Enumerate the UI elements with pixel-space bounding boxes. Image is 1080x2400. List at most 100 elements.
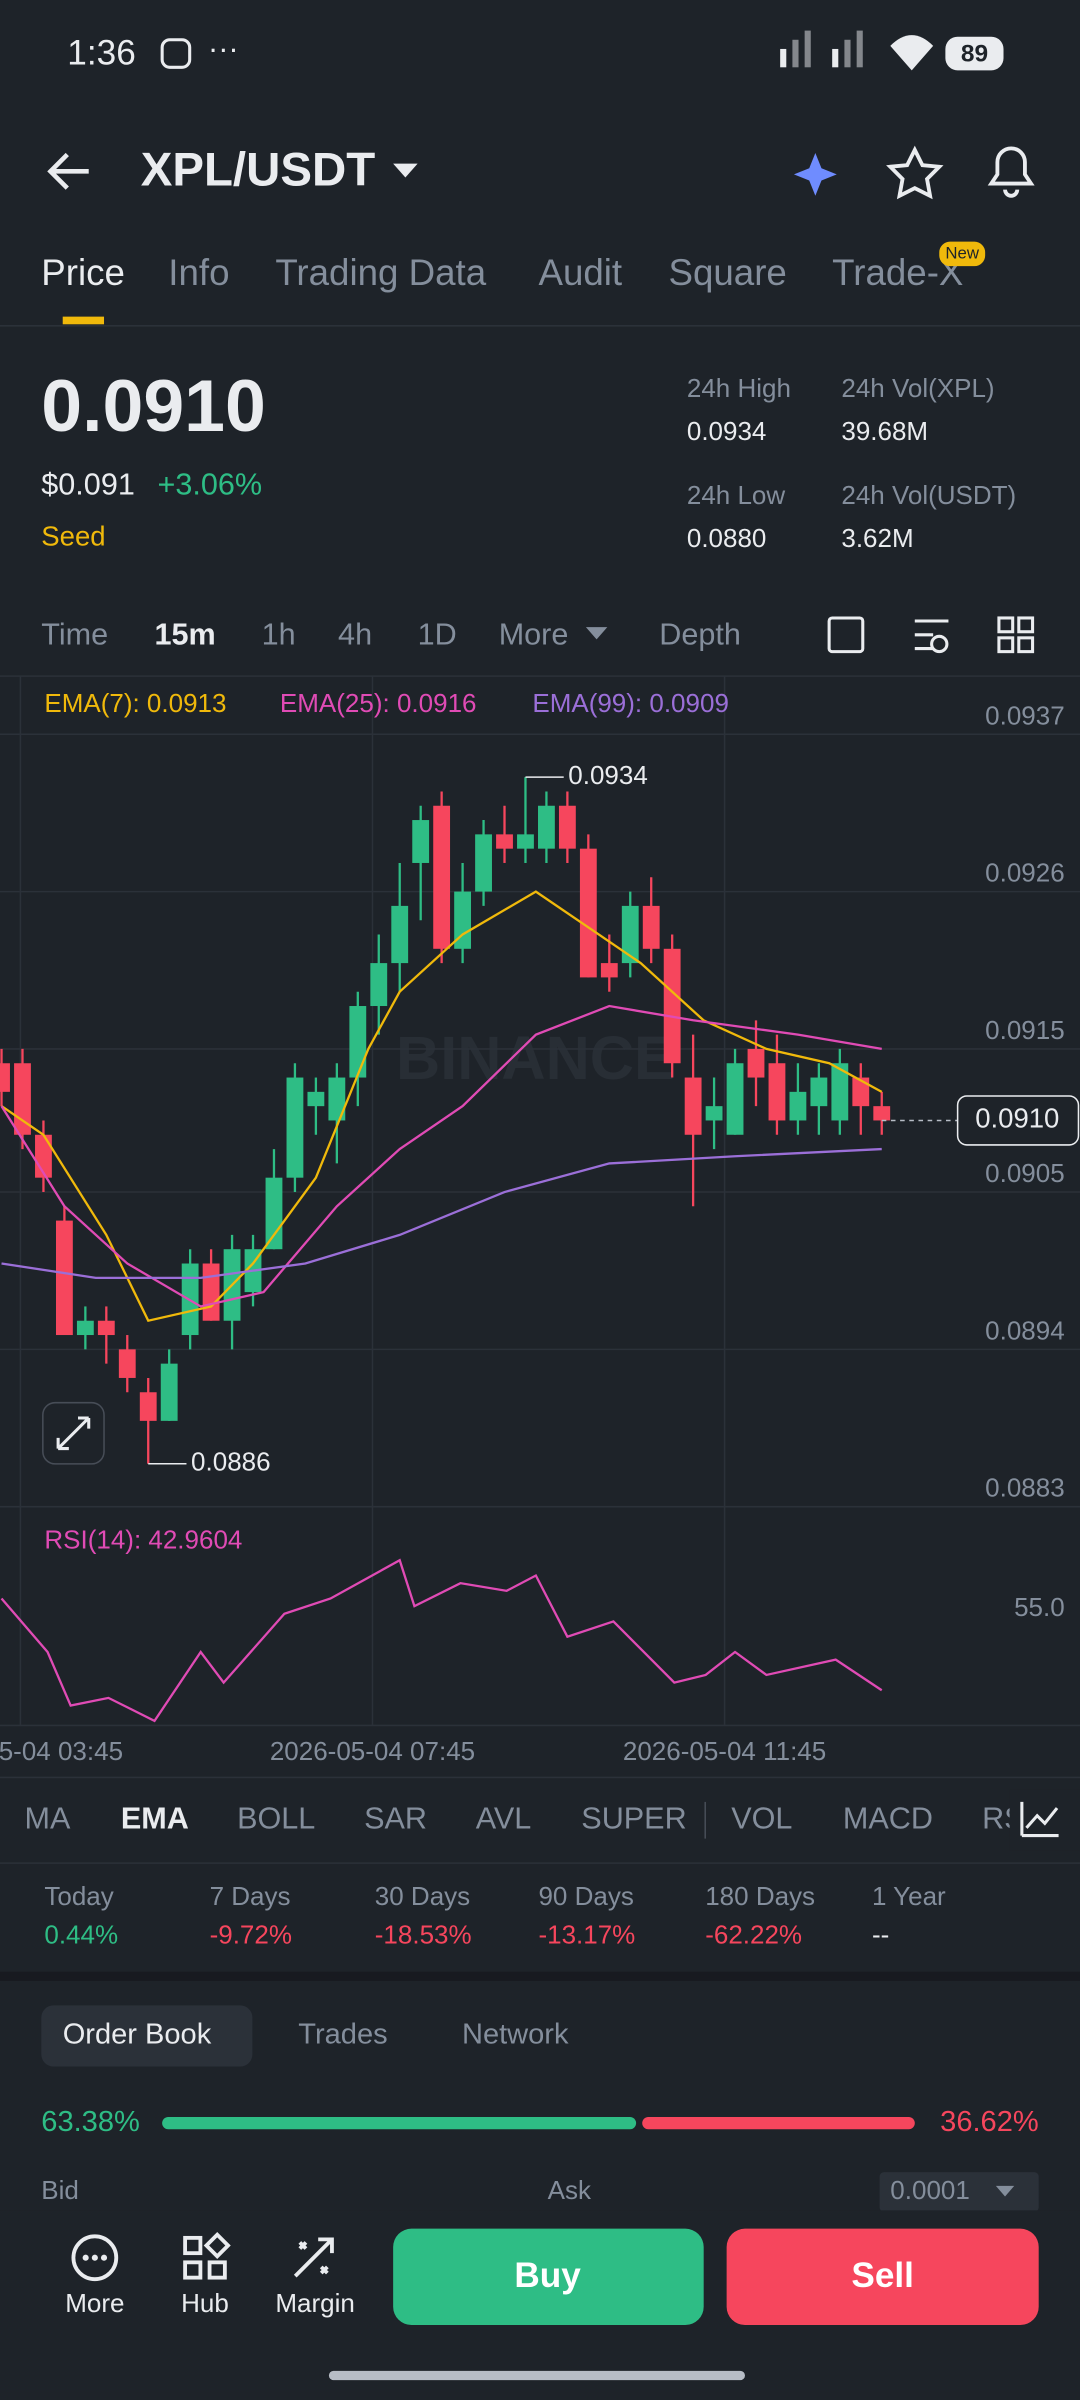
candle-body (496, 834, 513, 849)
performance: Today 0.44% 7 Days -9.72% 30 Days -18.53% 90 D… (44, 1881, 946, 1949)
margin-icon[interactable] (293, 2237, 334, 2278)
indicator-settings[interactable] (1020, 1801, 1059, 1838)
indicator[interactable]: BOLL (237, 1801, 315, 1835)
y-tick-label: 0.0883 (985, 1473, 1065, 1503)
indicator[interactable]: VOL (731, 1801, 792, 1835)
candle-body (789, 1091, 807, 1121)
favorite-button[interactable] (886, 145, 944, 200)
x-tick-label: 2026-05-04 11:45 (623, 1736, 826, 1766)
last-price: 0.0910 (41, 365, 266, 447)
last-price-box (956, 1095, 1080, 1146)
icon (160, 38, 192, 69)
status-icons (780, 30, 934, 71)
candle-body (370, 963, 388, 1007)
candle-body (517, 834, 534, 849)
candle-body (328, 1077, 346, 1121)
hub-icon[interactable] (183, 2231, 231, 2280)
badge (939, 241, 986, 267)
interval[interactable]: 1h (262, 617, 296, 651)
tab[interactable]: Price (41, 252, 125, 293)
pair-title[interactable]: XPL/USDT (141, 143, 375, 196)
y-tick-label: 0.0937 (985, 700, 1065, 730)
candle-body (810, 1077, 828, 1107)
nav-label[interactable]: More (65, 2288, 124, 2318)
period-label: Today (44, 1881, 113, 1911)
chart: 0.0937 0.0926 0.0915 0.0905 0.0894 0.0883 2026… (0, 676, 1080, 1766)
period-label: 1 Year (872, 1881, 946, 1911)
ask-ratio: 36.62% (940, 2106, 1039, 2138)
period-value: -- (872, 1919, 889, 1949)
candle-body (621, 905, 639, 964)
candle-body (160, 1363, 178, 1421)
interval[interactable]: Time (41, 617, 108, 651)
interval[interactable]: 1D (418, 617, 457, 651)
period-label: 7 Days (210, 1881, 291, 1911)
candle-body (726, 1063, 744, 1135)
bid-bar (162, 2117, 637, 2130)
sell-label[interactable]: Sell (851, 2256, 914, 2295)
period-value: 0.44% (44, 1919, 118, 1949)
period-value: -18.53% (375, 1919, 472, 1949)
period-label: 90 Days (538, 1881, 633, 1911)
candle-body (286, 1077, 304, 1178)
tab[interactable]: Audit (538, 252, 622, 293)
tab[interactable]: Trading Data (275, 252, 486, 293)
stat-value: 0.0880 (687, 523, 767, 553)
buy-label[interactable]: Buy (514, 2256, 581, 2295)
more-icon[interactable] (71, 2234, 119, 2282)
candle-body (475, 834, 492, 892)
indicator[interactable]: AVL (476, 1801, 532, 1835)
stat-label: 24h Low (687, 480, 786, 510)
order-tab[interactable]: Order Book (63, 2019, 212, 2051)
interval[interactable]: 15m (155, 617, 216, 651)
sell-button[interactable] (726, 2228, 1039, 2326)
precision-select[interactable] (879, 2172, 1039, 2212)
candle-body (349, 1006, 367, 1078)
interval[interactable]: Depth (659, 617, 741, 651)
order-tab[interactable]: Trades (298, 2019, 387, 2051)
candle-body (831, 1063, 849, 1121)
buy-button[interactable] (393, 2228, 704, 2326)
battery (945, 36, 1004, 71)
x-tick-label: 2026-05-04 03:45 (0, 1736, 123, 1766)
ask-header: Ask (548, 2175, 592, 2205)
indicator[interactable]: SUPER (581, 1801, 686, 1835)
stat-value: 39.68M (841, 416, 928, 446)
nav-label[interactable]: Hub (181, 2288, 229, 2318)
tab[interactable]: Info (168, 252, 229, 293)
icon: ··· (208, 32, 239, 66)
interval[interactable]: More (499, 617, 569, 651)
candle-body (412, 820, 430, 863)
indicator[interactable]: MA (24, 1801, 70, 1835)
interval[interactable]: 4h (338, 617, 372, 651)
nav-label[interactable]: Margin (275, 2288, 354, 2318)
rsi-line (0, 1558, 883, 1723)
candle-body (55, 1220, 73, 1336)
period-value: -9.72% (210, 1919, 292, 1949)
period-label: 180 Days (705, 1881, 815, 1911)
back-button[interactable] (47, 152, 89, 190)
chart-tools[interactable] (827, 616, 1035, 654)
tag: Seed (41, 521, 105, 552)
tab[interactable]: Square (668, 252, 786, 293)
battery-level: 89 (961, 41, 988, 68)
candle-body (202, 1263, 220, 1321)
indicator[interactable]: SAR (364, 1801, 427, 1835)
indicator[interactable]: EMA (121, 1801, 189, 1835)
indicator-bar: MA EMA BOLL SAR AVL SUPER VOL MACD RSI (24, 1801, 1033, 1839)
more-caret[interactable] (585, 627, 608, 640)
alert-button[interactable] (987, 146, 1035, 198)
ratio-bar (162, 2117, 915, 2130)
order-tab[interactable]: Network (462, 2019, 569, 2051)
bid-header: Bid (41, 2175, 79, 2205)
candle-body (747, 1048, 765, 1078)
ai-button[interactable] (793, 152, 837, 196)
badge-text: New (945, 243, 979, 262)
stat-label: 24h Vol(XPL) (841, 373, 994, 403)
pair-caret[interactable] (393, 163, 418, 178)
indicator[interactable]: MACD (843, 1801, 933, 1835)
period-value: -13.17% (538, 1919, 635, 1949)
ema-label: EMA(25): 0.0916 (280, 688, 477, 718)
